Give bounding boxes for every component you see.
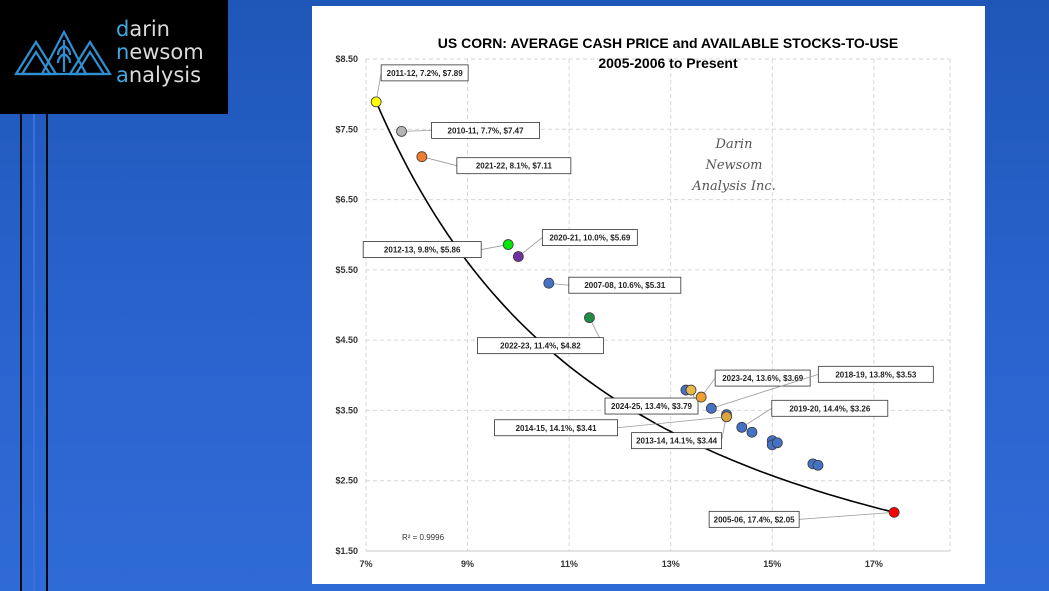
mountain-wheat-logo-icon [14,29,112,76]
r-squared-label: R² = 0.9996 [402,533,445,542]
data-label-box [708,510,800,528]
data-label-box [541,229,638,246]
data-label: 2022-23, 11.4%, $4.82 [500,342,581,351]
logo-line-2: newsom [116,40,204,64]
data-label-box [456,157,572,175]
logo-box: darin newsom analysis [0,0,228,114]
y-tick-label: $5.50 [335,265,358,275]
data-label-box [714,369,811,387]
data-point [736,421,748,433]
data-point [888,506,900,518]
x-tick-label: 15% [763,559,781,569]
watermark-line: Newsom [705,158,763,173]
data-label-box [631,432,722,450]
data-point [512,251,524,262]
logo-wordmark: darin newsom analysis [116,18,204,87]
y-tick-label: $2.50 [335,476,358,486]
data-point [396,125,407,137]
x-tick-label: 17% [865,559,883,569]
data-point [543,277,555,289]
watermark-line: Analysis Inc. [692,179,776,194]
label-leader-line [741,407,773,428]
data-label-box [380,64,469,82]
data-point [812,459,824,471]
data-label: 2012-13, 9.8%, $5.86 [384,246,461,255]
data-label-box [477,337,604,355]
data-label: 2018-19, 13.8%, $3.53 [835,370,917,379]
data-label: 2011-12, 7.2%, $7.89 [387,69,464,78]
label-leader-line [711,373,819,409]
decorative-vertical-line [46,114,48,591]
label-leader-line [799,511,895,520]
decorative-vertical-line [20,114,22,591]
watermark-line: Darin [715,137,753,152]
data-label: 2005-06, 17.4%, $2.05 [714,515,796,524]
label-leader-line [421,156,457,167]
chart-panel: $1.50 $2.50 $3.50 $4.50 $5.50 $6.50 $7.50 $8.50… [312,6,985,584]
data-point [502,239,514,250]
data-label: 2023-24, 13.6%, $3.69 [722,374,804,383]
data-label-box [494,419,618,437]
data-label-box [817,365,934,383]
logo-line-1: darin [116,17,170,41]
data-label: 2019-20, 14.4%, $3.26 [789,404,871,413]
data-label: 2021-22, 8.1%, $7.11 [476,162,553,171]
data-label: 2014-15, 14.1%, $3.41 [516,424,598,433]
data-label: 2020-21, 10.0%, $5.69 [549,234,631,243]
data-point [416,151,428,163]
trendline [375,101,895,514]
x-tick-label: 13% [662,559,680,569]
data-label: 2013-14, 14.1%, $3.44 [636,437,718,446]
data-label: 2010-11, 7.7%, $7.47 [448,126,525,135]
x-tick-label: 9% [461,559,474,569]
data-label: 2024-25, 13.4%, $3.79 [611,402,693,411]
data-label-box [771,399,889,417]
chart-subtitle: 2005-2006 to Present [598,55,738,71]
x-tick-label: 7% [359,559,372,569]
decorative-vertical-line [33,114,35,591]
data-label-box [604,397,699,415]
y-tick-label: $3.50 [335,405,358,415]
data-point [685,384,697,396]
logo-line-3: analysis [116,63,202,87]
watermark: Darin Newsom Analysis Inc. [664,134,804,197]
y-tick-label: $7.50 [335,124,358,134]
data-point [721,411,732,423]
data-point [370,96,382,108]
data-label: 2007-08, 10.6%, $5.31 [584,281,666,290]
data-label-box [431,121,540,139]
x-tick-label: 11% [560,559,578,569]
chart-title: US CORN: AVERAGE CASH PRICE and AVAILABL… [438,35,898,51]
scatter-chart: $1.50 $2.50 $3.50 $4.50 $5.50 $6.50 $7.50 $8.50… [335,35,951,569]
data-point [746,426,758,438]
y-tick-label: $6.50 [335,195,358,205]
label-leader-line [617,416,727,429]
data-point [695,391,707,403]
data-point [771,437,783,449]
y-tick-label: $8.50 [335,54,358,64]
y-tick-label: $1.50 [335,546,358,556]
data-point [584,312,595,324]
y-tick-label: $4.50 [335,335,358,345]
data-point [705,402,717,414]
data-label-box [362,241,482,258]
data-label-box [568,276,682,294]
